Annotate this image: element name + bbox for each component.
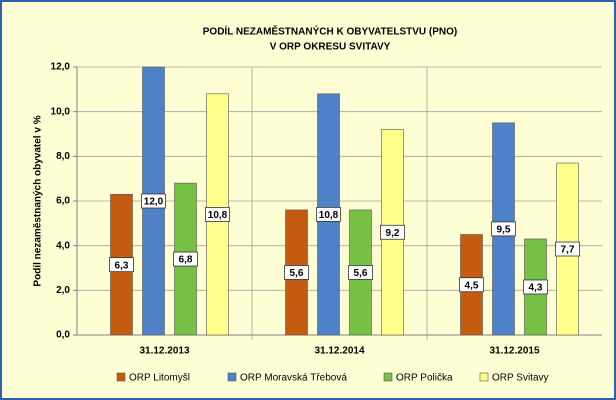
- value-label: 12,0: [144, 197, 164, 208]
- value-label: 6,8: [179, 255, 193, 266]
- y-tick-label: 4,0: [56, 240, 70, 251]
- legend-label: ORP Svitavy: [492, 373, 549, 384]
- y-tick-label: 6,0: [56, 196, 70, 207]
- y-tick-label: 12,0: [51, 62, 71, 73]
- value-label-box: [316, 206, 341, 222]
- value-label: 5,6: [354, 268, 368, 279]
- value-label-box: [141, 193, 166, 209]
- value-label-box: [380, 224, 405, 240]
- value-label-box: [109, 257, 134, 273]
- y-tick-label: 10,0: [51, 106, 71, 117]
- legend-swatch: [479, 372, 489, 382]
- value-label: 4,5: [465, 280, 479, 291]
- y-tick-label: 0,0: [56, 330, 70, 341]
- value-label-box: [205, 206, 230, 222]
- value-label-box: [491, 221, 516, 237]
- legend-swatch: [116, 372, 126, 382]
- value-label-box: [348, 265, 373, 280]
- chart-title: V ORP OKRESU SVITAVY: [270, 42, 391, 53]
- legend-swatch: [227, 372, 237, 382]
- value-label: 5,6: [290, 268, 304, 279]
- legend-label: ORP Moravská Třebová: [240, 373, 347, 384]
- value-label-box: [173, 251, 198, 267]
- y-tick-label: 2,0: [56, 285, 70, 296]
- value-label: 9,5: [497, 225, 511, 236]
- value-label-box: [459, 277, 484, 293]
- x-tick-label: 31.12.2013: [139, 346, 189, 357]
- y-axis-label: Podíl nezaměstnaných obyvatel v %: [33, 115, 44, 286]
- legend-label: ORP Litomyšl: [129, 373, 190, 384]
- value-label: 10,8: [319, 210, 339, 221]
- chart-title: PODÍL NEZAMĚSTNANÝCH K OBYVATELSTVU (PNO…: [203, 25, 457, 38]
- x-tick-label: 31.12.2014: [314, 346, 364, 357]
- legend-swatch: [383, 372, 393, 382]
- value-label-box: [555, 241, 580, 257]
- value-label: 7,7: [561, 245, 575, 256]
- value-label: 6,3: [115, 260, 129, 271]
- value-label-box: [523, 279, 548, 295]
- value-label: 10,8: [208, 210, 228, 221]
- x-tick-label: 31.12.2015: [489, 346, 539, 357]
- value-label: 9,2: [386, 228, 400, 239]
- y-tick-label: 8,0: [56, 151, 70, 162]
- value-label-box: [284, 265, 309, 280]
- legend-label: ORP Polička: [396, 373, 453, 384]
- value-label: 4,3: [529, 283, 543, 294]
